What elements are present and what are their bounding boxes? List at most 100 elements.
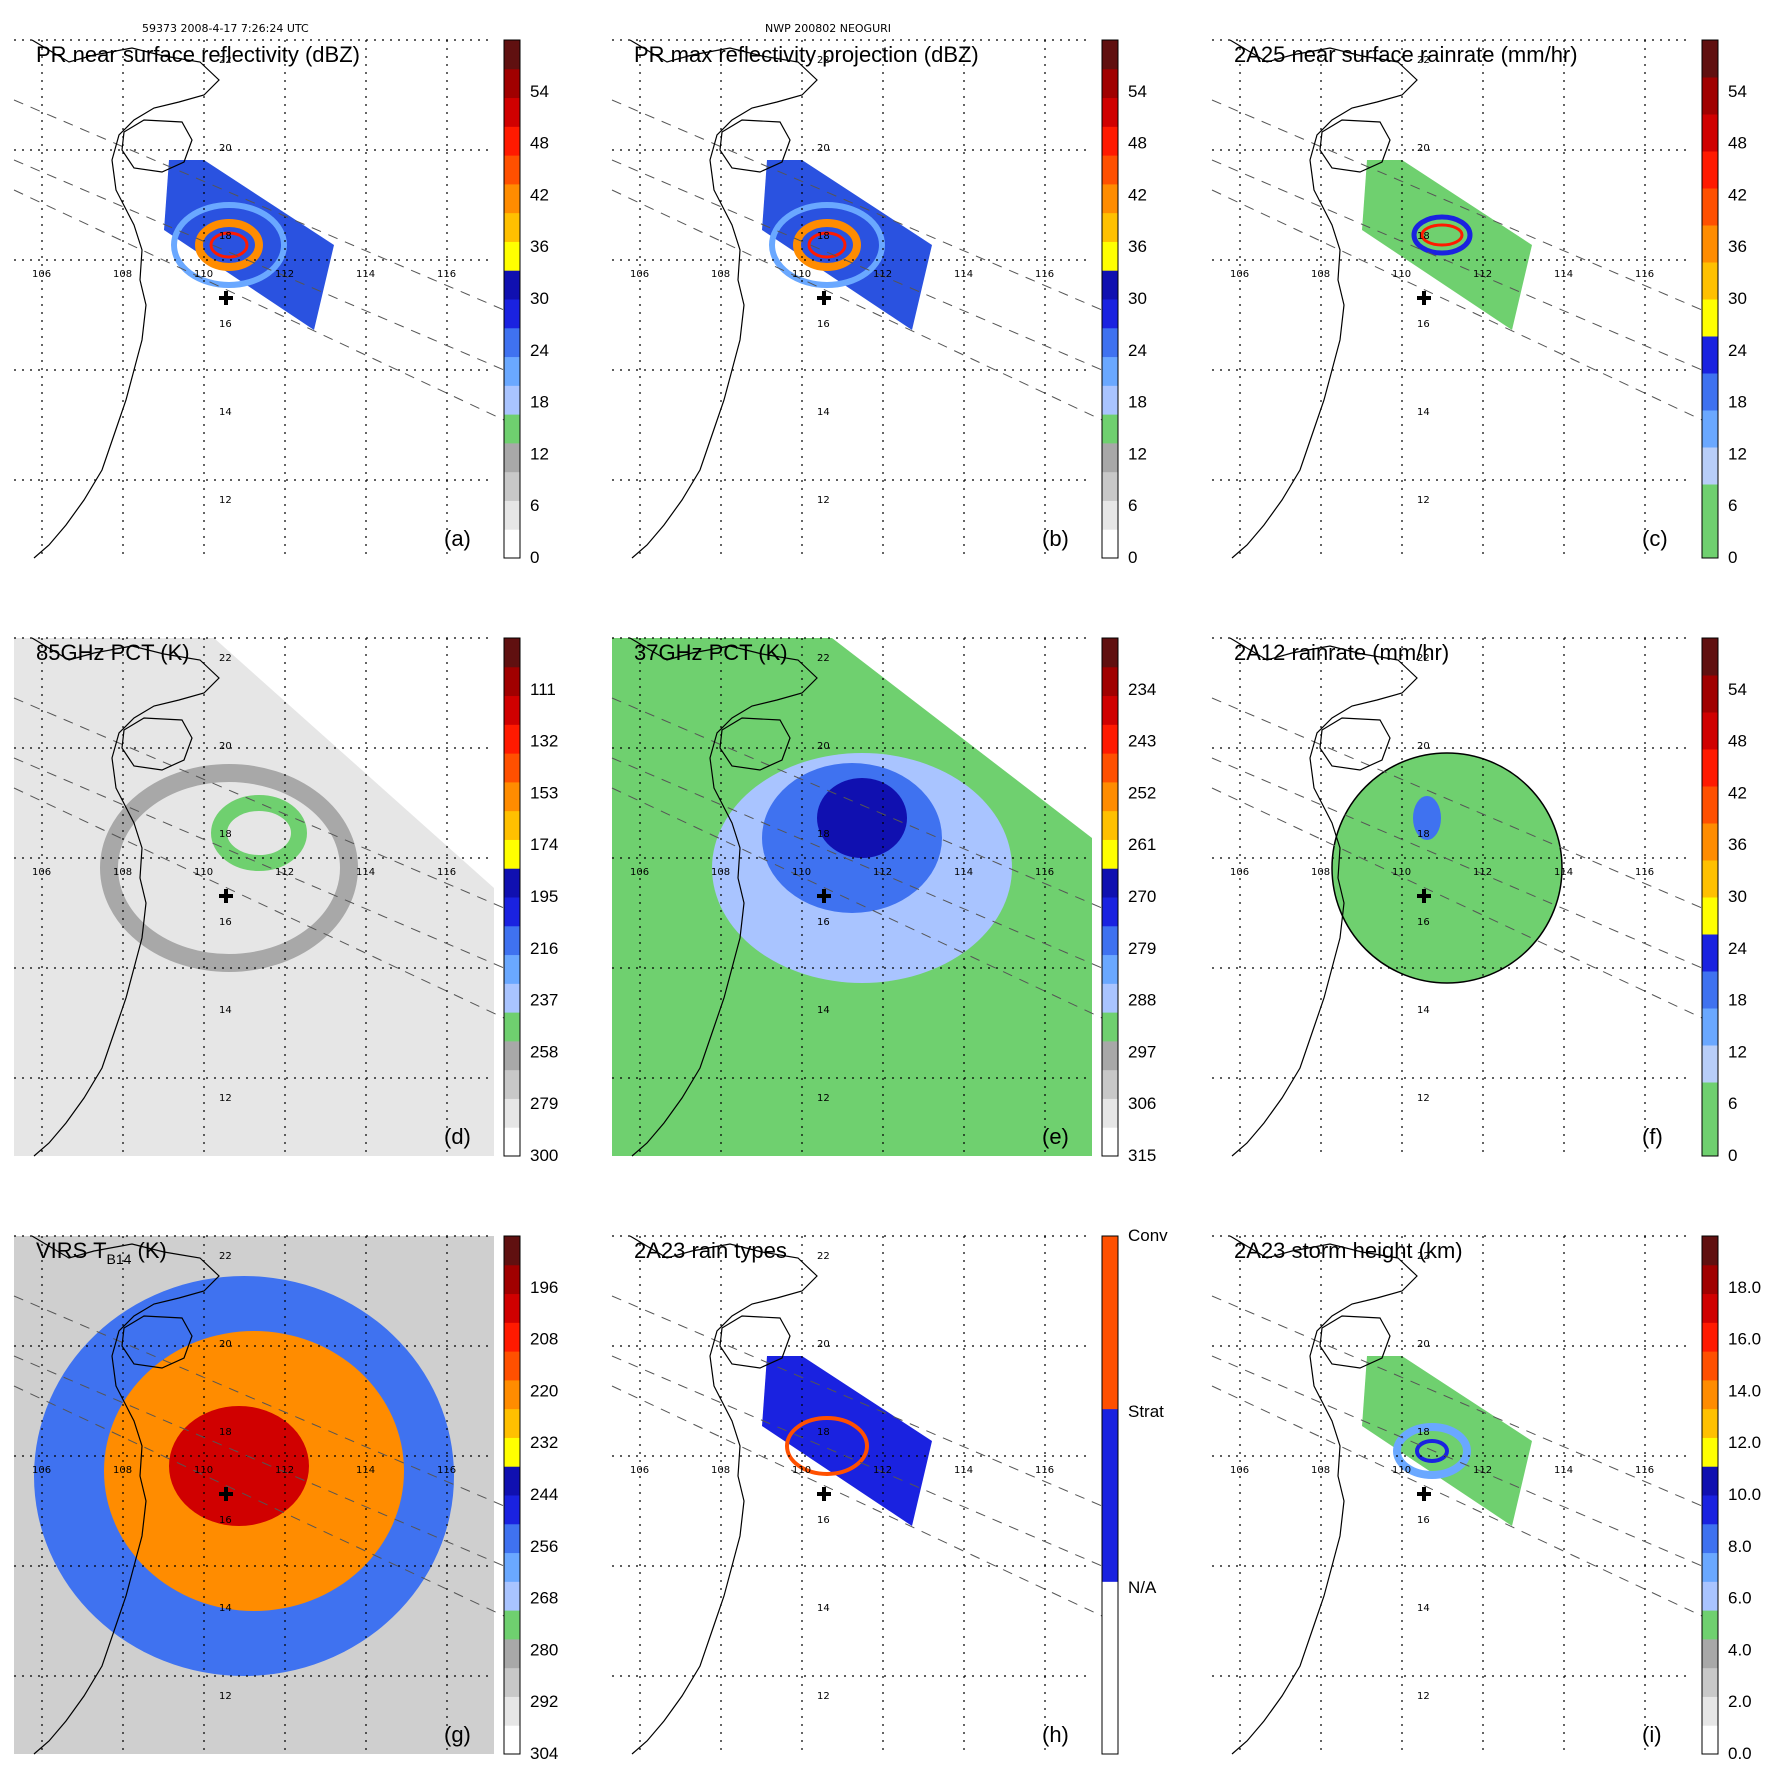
lat-label: 18 — [1417, 829, 1430, 840]
panel-letter: (h) — [1042, 1722, 1069, 1747]
colorbar-segment — [504, 385, 520, 415]
panel-letter: (d) — [444, 1124, 471, 1149]
panel-letter: (a) — [444, 526, 471, 551]
colorbar-tick-label: 30 — [1728, 887, 1747, 906]
lon-label: 110 — [792, 867, 811, 878]
colorbar-segment — [1702, 447, 1718, 485]
lat-label: 14 — [817, 1005, 830, 1016]
colorbar-segment — [504, 1040, 520, 1071]
h-convective-ring — [785, 1416, 869, 1476]
colorbar-tick-label: 54 — [530, 82, 549, 101]
colorbar-tick-label: 252 — [1128, 783, 1156, 802]
storm-center-marker — [817, 1487, 831, 1501]
swath-edge-line — [13, 189, 505, 421]
panel-h: 106 108 110 112 114 116 12 14 16 18 20 22 2A23 rain … — [611, 1226, 1168, 1755]
colorbar-tick-label: 36 — [530, 237, 549, 256]
colorbar-frame — [1701, 1235, 1719, 1755]
colorbar-segment — [1102, 638, 1118, 668]
panel-title-text: 2A25 near surface rainrate (mm/hr) — [1234, 42, 1578, 67]
colorbar-segment — [1702, 1437, 1718, 1467]
colorbar-segment — [1102, 155, 1118, 185]
lat-label: 22 — [219, 1251, 232, 1262]
h-colorbar: N/A Strat Conv — [1101, 1226, 1168, 1755]
colorbar-tick-label: 0.0 — [1728, 1744, 1752, 1763]
colorbar-segment — [1702, 786, 1718, 824]
colorbar-tick-label: 36 — [1728, 835, 1747, 854]
colorbar-tick-label: 12.0 — [1728, 1433, 1761, 1452]
lat-label: 20 — [817, 1339, 830, 1350]
colorbar-segment — [1102, 810, 1118, 840]
colorbar-tick-label: 18 — [1728, 393, 1747, 412]
lon-label: 112 — [275, 1465, 294, 1476]
colorbar-tick-label: 196 — [530, 1278, 558, 1297]
d-cloud-ring — [100, 764, 358, 972]
f-rain-area — [1331, 752, 1563, 984]
lat-label: 12 — [219, 1093, 232, 1104]
colorbar-tick-label: 0 — [1728, 1146, 1737, 1165]
colorbar-tick-label: 48 — [1728, 134, 1747, 153]
colorbar-tick-label: 16.0 — [1728, 1330, 1761, 1349]
colorbar-segment — [504, 1069, 520, 1099]
lon-label: 108 — [1311, 867, 1330, 878]
colorbar-tick-label: 315 — [1128, 1146, 1156, 1165]
colorbar-segment — [1702, 1581, 1718, 1611]
swath-edge-line — [611, 189, 1103, 421]
colorbar-tick-label: 42 — [530, 185, 549, 204]
hainan-island — [1319, 717, 1391, 771]
lon-label: 110 — [792, 269, 811, 280]
colorbar-segment — [1702, 971, 1718, 1009]
b-colorbar: 0 6 12 18 24 30 36 42 48 54 — [1101, 39, 1147, 567]
lat-label: 20 — [1417, 741, 1430, 752]
lon-label: 108 — [711, 1465, 730, 1476]
colorbar-tick-label: 18 — [1728, 991, 1747, 1010]
colorbar-segment — [1102, 212, 1118, 242]
lon-label: 116 — [437, 1465, 456, 1476]
swath-edge-line — [1211, 787, 1703, 1019]
lat-label: 18 — [219, 231, 232, 242]
colorbar-segment — [1702, 1638, 1718, 1669]
coastline — [31, 1235, 220, 1755]
lat-label: 18 — [1417, 1427, 1430, 1438]
panel-g: 106 108 110 112 114 116 12 14 16 18 20 22 VIRS TB14 … — [13, 1235, 558, 1763]
lat-label: 14 — [1417, 1603, 1430, 1614]
colorbar-segment — [1702, 638, 1718, 676]
lon-label: 112 — [873, 269, 892, 280]
lon-label: 110 — [792, 1465, 811, 1476]
lon-label: 110 — [1392, 867, 1411, 878]
panel-title-text: 85GHz PCT (K) — [36, 640, 190, 665]
colorbar-tick-label: Strat — [1128, 1402, 1164, 1421]
colorbar-tick-label: 54 — [1128, 82, 1147, 101]
colorbar-tick-label: 48 — [1128, 134, 1147, 153]
lat-label: 14 — [817, 1603, 830, 1614]
lat-label: 16 — [1417, 917, 1430, 928]
panel-title: 37GHz PCT (K) — [634, 640, 788, 665]
lon-label: 116 — [437, 867, 456, 878]
colorbar-segment — [1102, 327, 1118, 358]
colorbar-segment — [504, 1667, 520, 1697]
hainan-island — [1319, 1315, 1391, 1369]
panel-title-text: PR near surface reflectivity (dBZ) — [36, 42, 360, 67]
b-pr-swath — [762, 160, 932, 330]
lon-label: 112 — [873, 867, 892, 878]
storm-center-marker — [219, 889, 233, 903]
lon-label: 112 — [1473, 1465, 1492, 1476]
lat-label: 12 — [219, 1691, 232, 1702]
colorbar-segment — [1702, 1264, 1718, 1295]
colorbar-tick-label: 6 — [530, 496, 539, 515]
lon-label: 106 — [630, 1465, 649, 1476]
colorbar-tick-label: 6 — [1128, 496, 1137, 515]
colorbar-segment — [1702, 1725, 1718, 1755]
colorbar-tick-label: 48 — [1728, 732, 1747, 751]
lon-label: 112 — [1473, 269, 1492, 280]
lon-label: 108 — [113, 1465, 132, 1476]
lon-label: 114 — [954, 867, 973, 878]
lon-label: 114 — [1554, 269, 1573, 280]
colorbar-segment — [1702, 1552, 1718, 1582]
colorbar-segment — [504, 97, 520, 127]
lat-label: 12 — [817, 1691, 830, 1702]
colorbar-segment — [504, 1351, 520, 1381]
colorbar-tick-label: 6 — [1728, 1094, 1737, 1113]
